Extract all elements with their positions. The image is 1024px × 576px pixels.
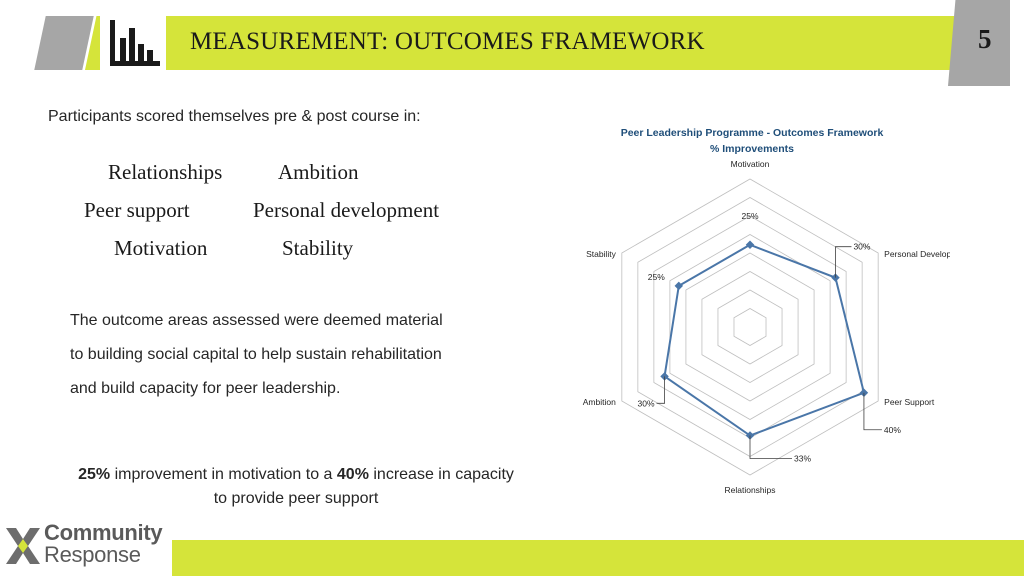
axis-label-stability: Stability <box>586 249 617 259</box>
data-label-leader <box>863 392 882 431</box>
grid-ring <box>669 234 831 420</box>
header-left-accent <box>34 16 94 70</box>
paragraph-line-2: to building social capital to help susta… <box>70 346 442 363</box>
community-response-logo: Community Response <box>4 520 174 572</box>
outcome-motivation: Motivation <box>114 236 208 260</box>
data-label-leader <box>749 435 792 459</box>
radar-chart: Peer Leadership Programme - Outcomes Fra… <box>583 127 950 495</box>
highlight-text-2: increase in capacity <box>368 466 514 483</box>
axis-label-peer-support: Peer Support <box>884 397 935 407</box>
highlight-value-peer-support: 40% <box>336 466 369 483</box>
data-point-motivation <box>745 240 755 250</box>
page-title: MEASUREMENT: OUTCOMES FRAMEWORK <box>190 28 705 55</box>
grid-ring <box>701 271 799 383</box>
brand-name-line-2: Response <box>44 542 141 567</box>
outcome-peer-support: Peer support <box>84 198 190 222</box>
data-label-leader <box>835 246 852 278</box>
chart-subtitle: % Improvements <box>710 143 794 155</box>
page-number-tab <box>948 0 1010 86</box>
grid-ring <box>621 178 879 476</box>
axis-label-ambition: Ambition <box>583 397 616 407</box>
data-label-leader <box>656 376 665 404</box>
brand-name-line-1: Community <box>44 520 163 545</box>
highlight-text-1: improvement in motivation to a <box>110 466 337 483</box>
axis-label-relationships: Relationships <box>724 485 775 495</box>
data-label: 25% <box>648 272 665 282</box>
chart-title: Peer Leadership Programme - Outcomes Fra… <box>621 127 884 139</box>
axis-label-personal-development: Personal Development <box>884 249 950 259</box>
bar-chart-icon <box>110 20 160 66</box>
outcome-relationships: Relationships <box>108 160 223 184</box>
grid-ring <box>717 289 783 365</box>
outcome-ambition: Ambition <box>278 160 359 184</box>
data-point-personal-development <box>831 273 840 282</box>
series-line <box>663 243 866 437</box>
data-label: 33% <box>794 454 811 464</box>
x-logo-icon <box>6 528 40 564</box>
data-label: 40% <box>884 425 901 435</box>
paragraph-line-3: and build capacity for peer leadership. <box>70 380 341 397</box>
footer-bar <box>172 540 1024 576</box>
data-label: 30% <box>853 242 870 252</box>
intro-text: Participants scored themselves pre & pos… <box>48 108 421 125</box>
grid-ring <box>733 308 767 346</box>
header-logo <box>100 16 166 70</box>
page-number: 5 <box>978 24 992 54</box>
grid-ring <box>653 215 847 439</box>
outcome-stability: Stability <box>282 236 354 260</box>
data-label: 30% <box>638 398 655 408</box>
axis-label-motivation: Motivation <box>731 159 770 169</box>
grid-ring <box>685 252 815 402</box>
paragraph-line-1: The outcome areas assessed were deemed m… <box>70 312 443 329</box>
highlight-value-motivation: 25% <box>78 466 111 483</box>
data-label: 25% <box>741 211 758 221</box>
highlight-text-3: to provide peer support <box>213 490 379 507</box>
data-point-stability <box>674 281 684 291</box>
outcome-personal-development: Personal development <box>253 198 440 222</box>
highlight-statement: 25% improvement in motivation to a 40% i… <box>40 463 552 511</box>
